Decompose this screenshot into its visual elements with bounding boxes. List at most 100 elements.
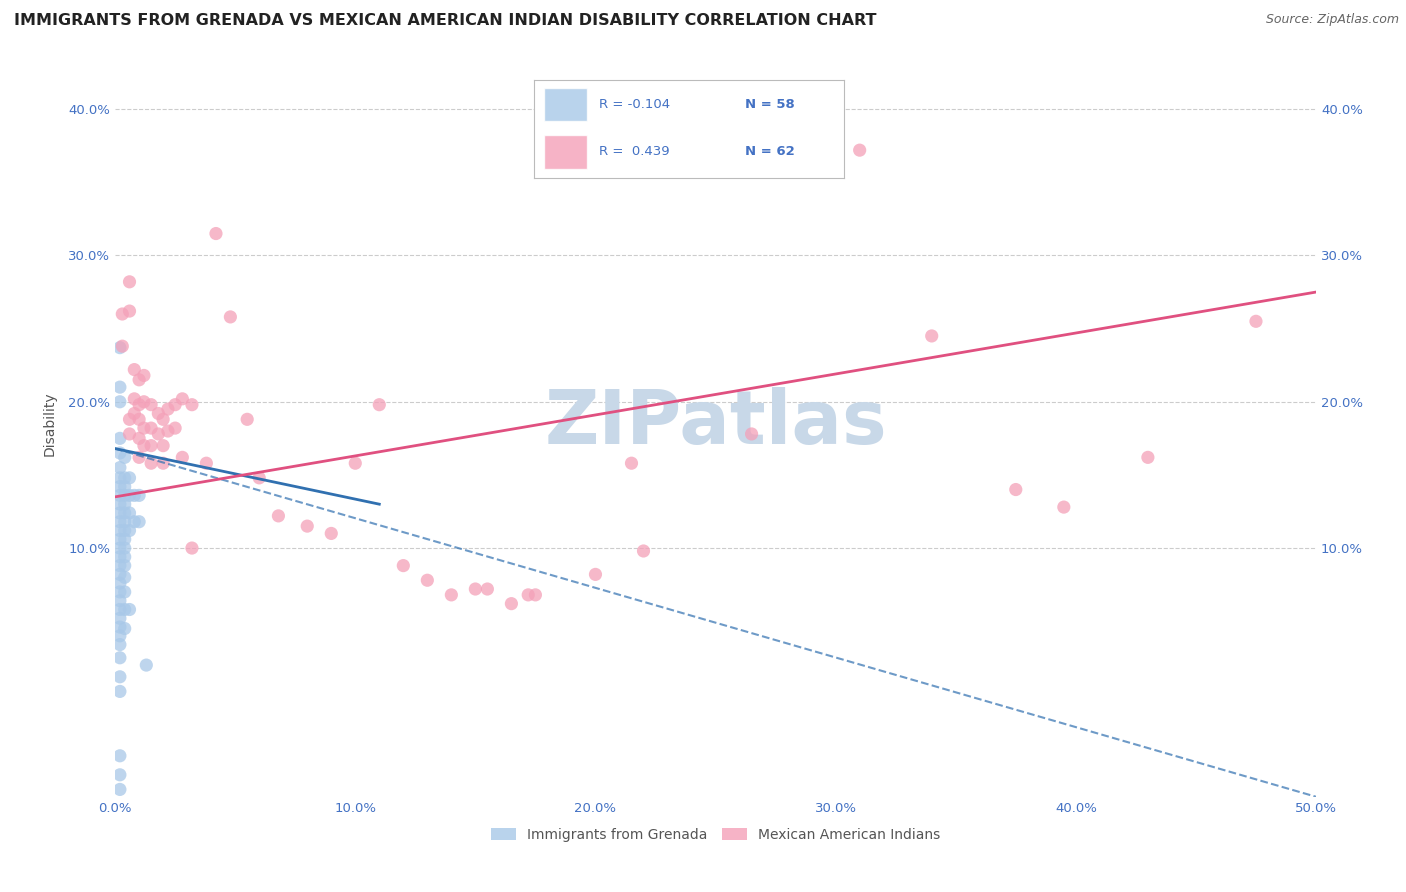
Point [114,524,136,538]
Point [118,471,141,485]
Point [108,497,131,511]
Point [118,412,141,426]
Point [165,421,187,435]
Point [921,329,943,343]
Point [501,597,523,611]
Point [128,515,150,529]
Point [118,275,141,289]
Point [114,480,136,494]
Point [124,362,146,376]
Point [152,412,174,426]
Point [114,549,136,564]
Point [108,558,131,573]
Bar [544,88,586,121]
Point [108,638,131,652]
Point [148,426,170,441]
Point [108,471,131,485]
Point [1244,314,1267,328]
Point [118,304,141,318]
Point [172,392,194,406]
Point [132,421,155,435]
Point [297,519,319,533]
Point [128,488,150,502]
Point [108,576,131,591]
Point [219,310,242,324]
Point [111,307,134,321]
Point [128,431,150,445]
Point [392,558,415,573]
Point [108,524,131,538]
Point [108,650,131,665]
Point [108,611,131,625]
Point [108,549,131,564]
Point [118,602,141,616]
Point [118,488,141,502]
Point [108,541,131,555]
Point [124,407,146,421]
Point [1136,450,1159,465]
Point [108,620,131,634]
Point [114,602,136,616]
Point [114,558,136,573]
Point [114,515,136,529]
Point [139,398,162,412]
Point [247,471,270,485]
Point [124,515,146,529]
Point [108,629,131,643]
Point [108,670,131,684]
Point [464,582,486,596]
Point [368,398,391,412]
Point [128,373,150,387]
Point [108,394,131,409]
Point [633,544,655,558]
Point [848,143,870,157]
Legend: Immigrants from Grenada, Mexican American Indians: Immigrants from Grenada, Mexican America… [486,823,943,846]
Point [128,398,150,412]
Point [108,567,131,582]
Point [236,412,259,426]
Point [114,488,136,502]
Point [114,541,136,555]
Point [585,567,607,582]
Point [118,506,141,520]
Point [321,526,343,541]
Point [1004,483,1026,497]
Point [108,460,131,475]
Point [128,450,150,465]
Point [132,439,155,453]
Text: IMMIGRANTS FROM GRENADA VS MEXICAN AMERICAN INDIAN DISABILITY CORRELATION CHART: IMMIGRANTS FROM GRENADA VS MEXICAN AMERI… [14,13,876,29]
Point [139,439,162,453]
Point [108,431,131,445]
Point [108,480,131,494]
Point [156,424,179,438]
Point [111,339,134,353]
Point [108,684,131,698]
Point [108,585,131,599]
Text: N = 58: N = 58 [745,98,794,112]
Point [741,426,763,441]
Point [114,622,136,636]
Point [108,602,131,616]
Point [132,368,155,383]
Point [139,421,162,435]
Point [181,541,204,555]
Point [440,588,463,602]
Point [165,398,187,412]
Point [139,456,162,470]
Point [108,446,131,460]
Point [108,768,131,782]
Point [524,588,547,602]
Point [114,585,136,599]
Point [517,588,540,602]
Bar [544,136,586,169]
Point [108,341,131,355]
Point [124,392,146,406]
Point [114,471,136,485]
Point [114,506,136,520]
Point [477,582,499,596]
Point [800,124,823,138]
Point [267,508,290,523]
Text: N = 62: N = 62 [745,145,794,159]
Point [108,748,131,763]
Point [108,506,131,520]
